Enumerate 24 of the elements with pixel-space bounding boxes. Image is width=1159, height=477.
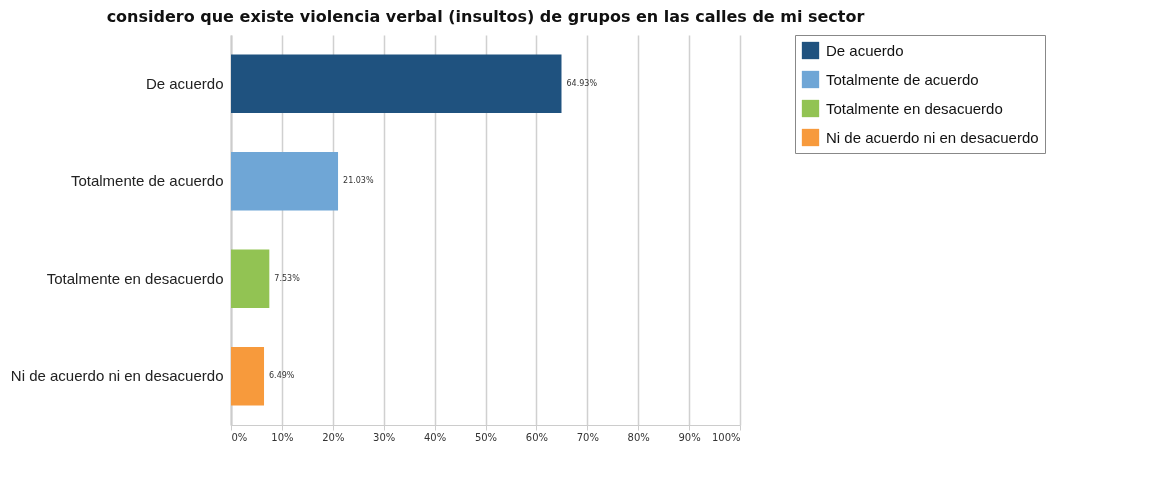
data-label: 64.93% <box>566 78 598 88</box>
x-tick-label: 60% <box>525 431 549 443</box>
x-tick-label: 50% <box>474 431 498 443</box>
x-tick-label: 90% <box>678 431 701 443</box>
legend-label: Totalmente en desacuerdo <box>826 99 1003 117</box>
data-label: 6.49% <box>269 371 295 381</box>
x-tick-label: 40% <box>423 431 447 443</box>
legend-label: Totalmente de acuerdo <box>826 70 979 88</box>
legend-label: Ni de acuerdo ni en desacuerdo <box>826 128 1039 146</box>
x-tick-label: 100% <box>711 431 741 443</box>
data-label: 21.03% <box>343 176 374 186</box>
x-tick-label: 30% <box>373 431 396 443</box>
y-tick-label: De acuerdo <box>145 74 224 92</box>
data-label: 7.53% <box>274 273 301 283</box>
chart-title: considero que existe violencia verbal (insultos) de grupos en las calles de mi sector <box>106 6 865 26</box>
x-tick-label: 0% <box>231 431 248 443</box>
x-tick-label: 70% <box>576 431 599 443</box>
x-tick-label: 10% <box>271 431 294 443</box>
x-tick-label: 20% <box>322 431 345 443</box>
y-tick-label: Totalmente en desacuerdo <box>46 269 224 287</box>
y-tick-label: Totalmente de acuerdo <box>70 172 224 190</box>
legend-label: De acuerdo <box>826 41 904 59</box>
y-tick-label: Ni de acuerdo ni en desacuerdo <box>10 367 224 385</box>
x-tick-label: 80% <box>627 431 650 443</box>
